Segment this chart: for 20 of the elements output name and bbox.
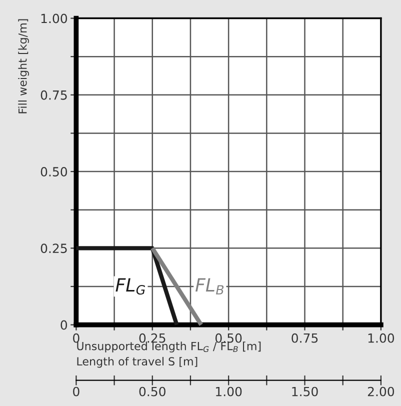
x-tick-label: 0.25 (139, 333, 166, 343)
y-tick-label: 0.50 (40, 167, 68, 176)
y-tick-label: 0.75 (40, 90, 67, 100)
x2-axis-title: Length of travel S [m] (77, 356, 198, 368)
x2-tick-label: 1.00 (216, 386, 242, 396)
y-tick-label: 0.25 (40, 244, 67, 254)
x-tick-label: 1.00 (368, 333, 394, 343)
y-axis-title: Fill weight [kg/m] (18, 19, 29, 114)
y-tick-label: 1.00 (41, 14, 68, 24)
x-tick-label: 0.75 (292, 333, 318, 343)
y-tick-label: 0 (60, 320, 68, 330)
x2-tick-label: 2.00 (368, 386, 394, 396)
x2-tick-label: 1.50 (292, 386, 318, 396)
x-tick-label: 0.50 (215, 333, 242, 343)
x2-tick-label: 0.50 (139, 386, 166, 396)
x2-tick-label: 0 (73, 386, 80, 396)
x-tick-label: 0 (73, 333, 80, 343)
x-axis-title: Unsupported length FL$_{G}$ / FL$_{B}$ [m] (77, 342, 261, 352)
series-label: FL$_{G}$ (116, 278, 146, 295)
series-label: FL$_{B}$ (196, 278, 224, 294)
